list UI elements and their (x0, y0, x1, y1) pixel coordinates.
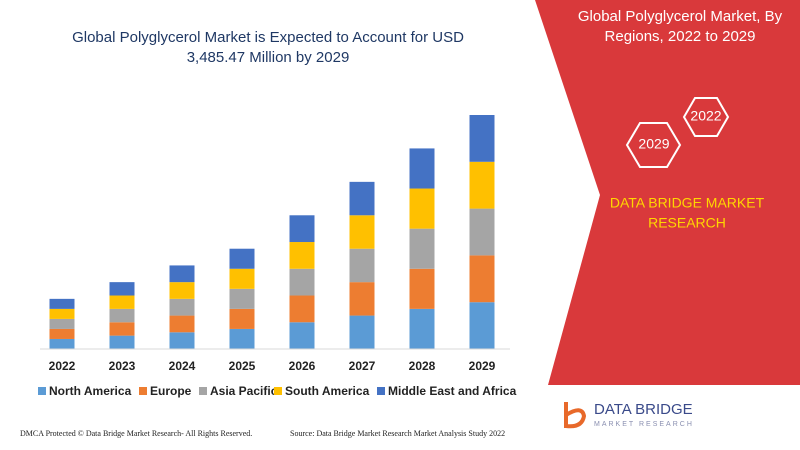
bar-segment (109, 322, 135, 336)
bar-segment (109, 282, 135, 296)
bar-segment (409, 308, 435, 349)
hexagon (682, 97, 730, 137)
footer-right: Source: Data Bridge Market Research Mark… (290, 429, 505, 438)
bar-segment (109, 295, 135, 309)
panel-title: Regions, 2022 to 2029 (605, 28, 756, 45)
bar-segment (409, 268, 435, 309)
bar-segment (289, 322, 315, 349)
bar-segment (229, 288, 255, 309)
bar-segment (169, 282, 195, 299)
bar-segment (169, 332, 195, 349)
bar-segment (49, 298, 75, 309)
legend-swatch (38, 387, 46, 395)
logo-icon (564, 402, 587, 429)
hexagon-label: 2029 (638, 136, 669, 152)
x-tick-label: 2024 (169, 359, 196, 373)
bar-segment (49, 328, 75, 339)
logo-tagline: MARKET RESEARCH (594, 421, 694, 428)
footer-left: DMCA Protected © Data Bridge Market Rese… (20, 429, 252, 438)
bar-segment (109, 308, 135, 323)
panel-title: Global Polyglycerol Market, By (578, 8, 783, 25)
bar-segment (469, 161, 495, 209)
legend-label: Middle East and Africa (388, 384, 517, 398)
bar-segment (349, 282, 375, 316)
brand-text: DATA BRIDGE MARKET (610, 195, 765, 211)
chart-title: Global Polyglycerol Market is Expected t… (72, 29, 464, 46)
legend-swatch (274, 387, 282, 395)
chart-title: 3,485.47 Million by 2029 (187, 49, 350, 66)
bar-segment (409, 228, 435, 269)
legend-label: South America (285, 384, 370, 398)
bar-segment (469, 302, 495, 349)
x-tick-label: 2029 (469, 359, 496, 373)
x-tick-label: 2026 (289, 359, 316, 373)
bar-segment (169, 315, 195, 333)
bar-segment (109, 335, 135, 349)
hexagon (625, 122, 682, 168)
bar-segment (49, 318, 75, 329)
bar-segment (469, 115, 495, 162)
legend-swatch (199, 387, 207, 395)
bar-segment (289, 215, 315, 243)
bar-segment (49, 308, 75, 319)
x-tick-label: 2023 (109, 359, 136, 373)
red-panel (535, 0, 800, 385)
bar-segment (409, 188, 435, 229)
x-tick-label: 2022 (49, 359, 76, 373)
bar-segment (49, 338, 75, 349)
x-tick-label: 2025 (229, 359, 256, 373)
bar-segment (289, 268, 315, 296)
hexagon-label: 2022 (690, 108, 721, 124)
x-tick-label: 2028 (409, 359, 436, 373)
bar-segment (169, 265, 195, 283)
bar-segment (289, 242, 315, 269)
bar-segment (349, 181, 375, 216)
legend-label: Europe (150, 384, 192, 398)
x-tick-label: 2027 (349, 359, 376, 373)
logo-name: DATA BRIDGE (594, 401, 693, 418)
bar-segment (229, 328, 255, 349)
bar-segment (349, 215, 375, 249)
bar-segment (289, 295, 315, 323)
bar-segment (469, 208, 495, 256)
bar-segment (409, 148, 435, 189)
brand-text: RESEARCH (648, 215, 726, 231)
bar-segment (229, 308, 255, 329)
legend-swatch (377, 387, 385, 395)
bar-segment (229, 248, 255, 269)
legend-swatch (139, 387, 147, 395)
bar-segment (229, 268, 255, 289)
legend-label: Asia Pacific (210, 384, 278, 398)
bar-segment (349, 248, 375, 283)
bar-segment (169, 298, 195, 316)
bar-segment (349, 315, 375, 349)
bar-segment (469, 255, 495, 303)
legend-label: North America (49, 384, 132, 398)
